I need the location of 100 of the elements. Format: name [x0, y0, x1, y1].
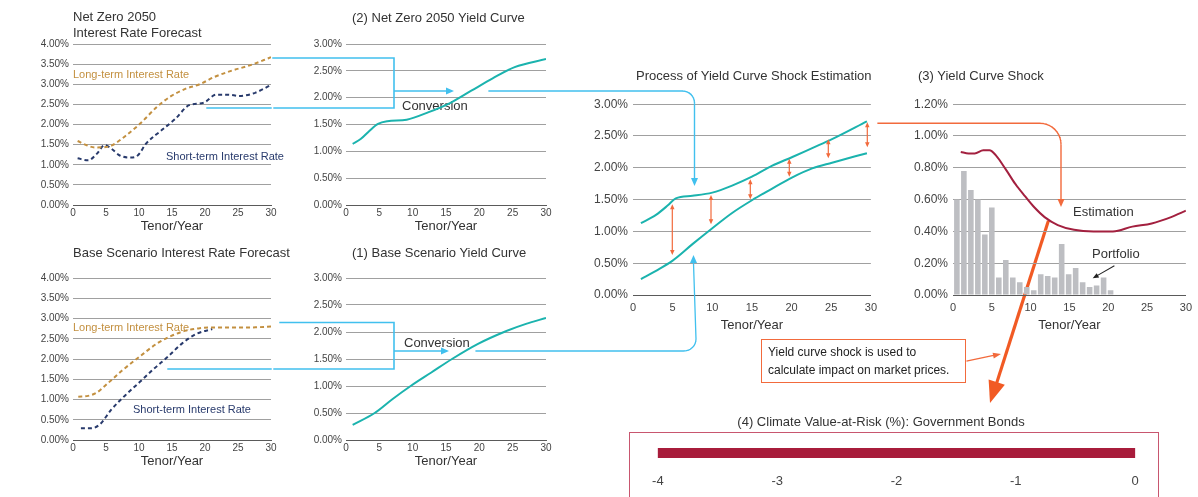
x-tick-label: 0: [1131, 473, 1139, 489]
x-tick-label: 10: [407, 441, 419, 453]
y-tick-label: 1.50%: [40, 138, 70, 150]
y-tick-label: 2.00%: [593, 160, 629, 175]
y-tick-label: 2.00%: [313, 325, 343, 337]
chart-title: Net Zero 2050 Interest Rate Forecast: [73, 8, 202, 41]
y-tick-label: 4.00%: [40, 271, 70, 283]
y-tick-label: 0.50%: [593, 255, 629, 270]
x-tick-label: 15: [1063, 300, 1076, 313]
x-tick-label: 5: [669, 300, 676, 313]
bar: [1072, 267, 1079, 295]
x-tick-label: 15: [440, 441, 452, 453]
bar: [1093, 285, 1100, 295]
bar: [1086, 287, 1093, 295]
y-tick-label: 4.00%: [40, 37, 70, 49]
x-tick-label: 15: [166, 206, 178, 218]
y-tick-label: 0.00%: [593, 287, 629, 302]
y-tick-label: 0.50%: [313, 406, 343, 418]
x-tick-label: 20: [199, 441, 211, 453]
y-tick-label: 3.00%: [40, 78, 70, 89]
y-tick-label: 1.50%: [593, 191, 629, 206]
x-axis-title: Tenor/Year: [414, 217, 478, 233]
chart-title: (3) Yield Curve Shock: [918, 67, 1044, 84]
x-tick-label: 10: [133, 441, 145, 453]
x-tick-label: 10: [407, 206, 419, 218]
chart-title: (1) Base Scenario Yield Curve: [352, 244, 527, 261]
y-tick-label: 0.00%: [40, 433, 70, 445]
x-tick-label: 25: [232, 441, 244, 453]
y-tick-label: 1.00%: [593, 223, 629, 238]
x-tick-label: 20: [1102, 300, 1115, 313]
x-tick-label: 0: [949, 300, 957, 313]
x-tick-label: 5: [376, 441, 383, 453]
series-label: Portfolio: [1092, 245, 1140, 262]
x-tick-label: 5: [376, 206, 383, 218]
y-tick-label: 2.50%: [40, 98, 70, 110]
x-tick-label: 10: [706, 300, 719, 313]
x-tick-label: -1: [1010, 473, 1022, 489]
x-tick-label: 0: [343, 206, 350, 218]
line-series: [959, 149, 1186, 233]
chart-title: Base Scenario Interest Rate Forecast: [73, 244, 290, 261]
x-tick-label: 0: [629, 300, 637, 313]
bar: [1079, 282, 1086, 295]
x-tick-label: 30: [864, 300, 878, 313]
x-tick-label: 20: [199, 206, 211, 218]
x-tick-label: -4: [652, 473, 664, 489]
line-series: [639, 152, 868, 281]
y-tick-label: 0.80%: [913, 160, 949, 175]
y-tick-label: 1.00%: [313, 379, 343, 391]
y-tick-label: 2.50%: [593, 128, 629, 143]
y-tick-label: 3.00%: [313, 271, 343, 283]
x-tick-label: 20: [785, 300, 798, 313]
y-tick-label: 2.00%: [313, 91, 343, 103]
line-series: [351, 58, 546, 145]
y-tick-label: 1.50%: [40, 373, 70, 384]
x-tick-label: 5: [988, 300, 995, 313]
y-tick-label: 0.00%: [913, 287, 949, 302]
y-tick-label: 3.50%: [40, 292, 70, 303]
x-axis-title: Tenor/Year: [1038, 316, 1102, 332]
x-tick-label: 25: [825, 300, 838, 313]
x-tick-label: 5: [103, 206, 110, 218]
y-tick-label: 3.50%: [40, 57, 70, 69]
x-tick-label: 20: [473, 441, 486, 453]
line-series: [351, 316, 546, 426]
y-tick-label: 1.00%: [40, 158, 70, 170]
line-series: [76, 56, 271, 149]
x-tick-label: 15: [166, 441, 178, 453]
y-tick-label: 1.50%: [313, 352, 343, 364]
x-tick-label: 30: [265, 206, 277, 218]
x-axis-title: Tenor/Year: [414, 452, 478, 468]
x-tick-label: -3: [771, 473, 783, 489]
y-tick-label: 2.00%: [40, 118, 70, 130]
x-tick-label: 30: [265, 441, 277, 453]
y-tick-label: 1.20%: [913, 96, 949, 111]
series-label: Short-term Interest Rate: [166, 150, 284, 163]
series-label: Long-term Interest Rate: [73, 67, 190, 81]
x-tick-label: 25: [1140, 300, 1154, 313]
x-tick-label: -2: [890, 473, 903, 489]
x-tick-label: 10: [1024, 300, 1037, 313]
y-tick-label: 2.50%: [313, 64, 343, 76]
x-tick-label: 30: [540, 441, 552, 453]
x-tick-label: 20: [473, 206, 486, 218]
annotation: Conversion: [404, 334, 470, 350]
y-tick-label: 2.00%: [40, 352, 70, 364]
y-tick-label: 2.50%: [40, 332, 70, 344]
y-tick-label: 0.20%: [913, 255, 949, 270]
y-tick-label: 3.00%: [593, 96, 629, 111]
x-axis-title: Tenor/Year: [140, 217, 204, 233]
x-tick-label: 25: [507, 441, 519, 453]
bar: [1058, 244, 1065, 295]
y-tick-label: 0.00%: [40, 198, 70, 210]
x-tick-label: 30: [1179, 300, 1193, 313]
y-tick-label: 1.00%: [40, 393, 70, 405]
x-axis-title: Tenor/Year: [140, 452, 204, 468]
y-tick-label: 1.50%: [313, 118, 343, 130]
y-tick-label: 1.00%: [913, 128, 949, 143]
series-label: Long-term Interest Rate: [73, 320, 190, 334]
series-label: Estimation: [1073, 204, 1134, 220]
y-tick-label: 0.50%: [40, 178, 70, 190]
x-axis-title: Tenor/Year: [720, 316, 784, 332]
x-tick-label: 25: [507, 206, 519, 218]
